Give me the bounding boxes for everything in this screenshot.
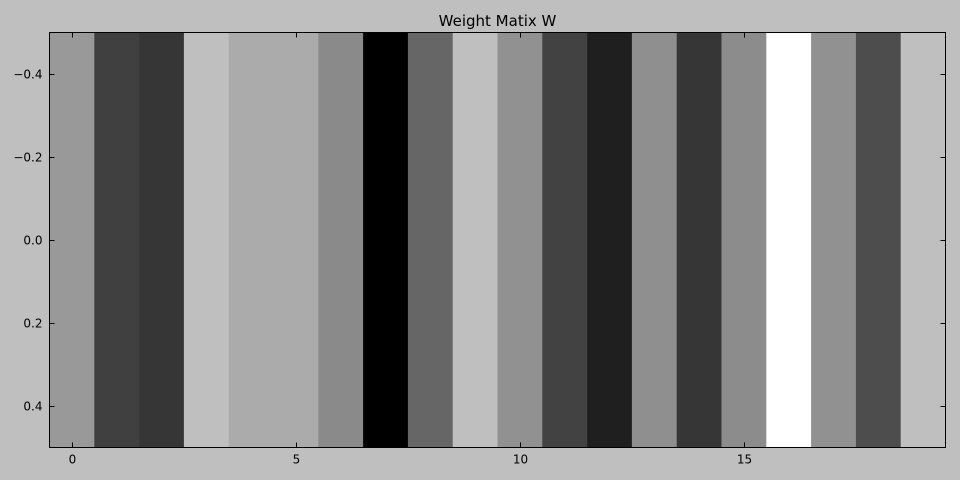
heatmap-cell (631, 32, 677, 448)
heatmap-cell (587, 32, 633, 448)
heatmap-cell (228, 32, 274, 448)
heatmap-cell (407, 32, 453, 448)
x-tick-label: 5 (293, 453, 301, 467)
heatmap-cell (542, 32, 588, 448)
y-tick-label: −0.2 (13, 151, 42, 165)
chart-title: Weight Matix W (439, 12, 557, 30)
x-tick-label: 15 (737, 453, 752, 467)
heatmap-cell (49, 32, 95, 448)
x-tick-label: 0 (69, 453, 77, 467)
y-tick-label: 0.0 (23, 234, 42, 248)
heatmap-cell (766, 32, 812, 448)
y-tick-label: 0.4 (23, 400, 42, 414)
heatmap-cell (183, 32, 229, 448)
heatmap-cell (855, 32, 901, 448)
heatmap-cell (139, 32, 185, 448)
plot-frame (49, 32, 946, 448)
heatmap-cell (676, 32, 722, 448)
heatmap-cell (318, 32, 364, 448)
heatmap-cell (900, 32, 946, 448)
heatmap-cell (811, 32, 857, 448)
axis-ticks (49, 32, 946, 448)
y-tick-label: 0.2 (23, 317, 42, 331)
heatmap-cell (452, 32, 498, 448)
heatmap-cell (497, 32, 543, 448)
x-tick-label: 10 (513, 453, 528, 467)
y-tick-label: −0.4 (13, 68, 42, 82)
axis-tick-labels: 0 5 10 15 −0.4 −0.2 0.0 0.2 0.4 (13, 68, 752, 467)
heatmap-cell (363, 32, 409, 448)
heatmap-cells (49, 32, 946, 448)
heatmap-cell (721, 32, 767, 448)
heatmap-cell (94, 32, 140, 448)
heatmap-cell (273, 32, 319, 448)
